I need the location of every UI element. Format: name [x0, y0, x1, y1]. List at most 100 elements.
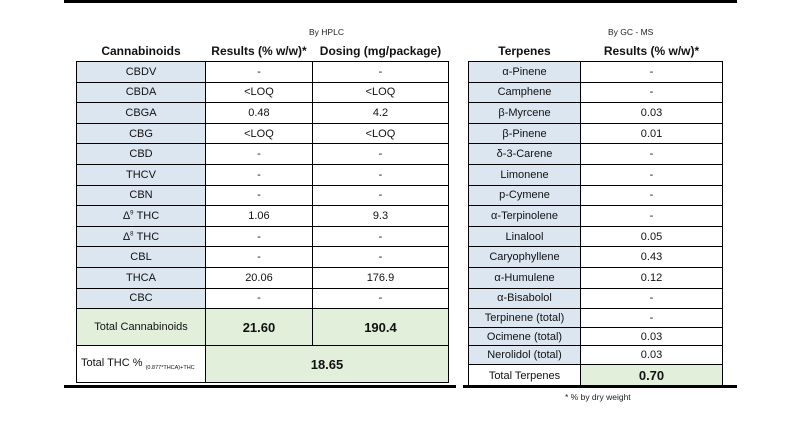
terpene-row: δ-3-Carene - [468, 143, 723, 165]
total-terpenes-row: Total Terpenes 0.70 [468, 363, 723, 388]
terpene-name: β-Pinene [468, 122, 581, 145]
cannabinoid-dose: - [311, 225, 450, 248]
total-terpenes-label: Total Terpenes [468, 363, 581, 388]
cannabinoid-row: CBDA <LOQ <LOQ [76, 81, 450, 104]
terpene-row: α-Pinene - [468, 61, 723, 83]
delta-symbol: Δ [122, 230, 131, 243]
terpene-result: 0.03 [580, 102, 723, 124]
total-thc-label: Total THC % (0.877*THCA)+THC [76, 345, 206, 384]
cannabinoid-result: - [205, 61, 313, 83]
terpene-row: p-Cymene - [468, 184, 723, 207]
terpene-result: 0.01 [580, 122, 723, 145]
cannabinoid-name: CBD [76, 143, 206, 165]
cannabinoids-table: Cannabinoids Results (% w/w)* Dosing (mg… [76, 41, 450, 384]
total-terpenes-result: 0.70 [580, 363, 723, 388]
cannabinoid-result: 20.06 [205, 266, 313, 289]
cannabinoid-dose: - [311, 143, 450, 165]
cannabinoids-body: CBDV - - CBDA <LOQ <LOQ CBGA 0.48 4.2 CBG <LOQ <LOQ… [76, 61, 450, 384]
cannabinoid-row: CBDV - - [76, 61, 450, 83]
terpene-group-row: Terpinene (total) - [468, 308, 723, 328]
cannabinoid-dose: - [311, 61, 450, 83]
cannabinoids-bottom-border [64, 385, 456, 388]
cannabinoid-row: CBC - - [76, 287, 450, 310]
cannabinoid-result: <LOQ [205, 81, 313, 104]
compound-suffix: THC [133, 209, 160, 222]
terpene-row: Linalool 0.05 [468, 225, 723, 248]
total-cannabinoids-row: Total Cannabinoids 21.60 190.4 [76, 308, 450, 347]
cannabinoid-result: 0.48 [205, 102, 313, 124]
terpene-group-row: Nerolidol (total) 0.03 [468, 345, 723, 365]
terpene-row: α-Humulene 0.12 [468, 266, 723, 289]
terpene-row: β-Myrcene 0.03 [468, 102, 723, 124]
cannabinoid-name: CBDV [76, 61, 206, 83]
terpene-group-name: Ocimene (total) [468, 326, 581, 347]
terpene-name: β-Myrcene [468, 102, 581, 124]
cannabinoid-result: - [205, 143, 313, 165]
total-thc-value: 18.65 [205, 345, 449, 384]
terpenes-body: α-Pinene - Camphene - β-Myrcene 0.03 β-Pinene 0… [468, 61, 723, 388]
total-thc-text: Total THC % [81, 357, 146, 370]
cannabinoid-name: THCV [76, 163, 206, 186]
cannabinoid-dose: 9.3 [311, 205, 450, 227]
cannabinoid-name: CBGA [76, 102, 206, 124]
terpene-result: - [580, 61, 723, 83]
terpene-group-result: 0.03 [580, 345, 723, 365]
terpene-name: α-Humulene [468, 266, 581, 289]
terpene-result: - [580, 143, 723, 165]
terpenes-header-row: Terpenes Results (% w/w)* [469, 41, 723, 62]
delta-superscript: 9 [130, 210, 134, 217]
cannabinoid-result: - [205, 225, 313, 248]
cannabinoid-dose: - [311, 246, 450, 268]
terpene-result: 0.12 [580, 266, 723, 289]
terpene-result: - [580, 184, 723, 207]
cannabinoid-name: CBG [76, 122, 206, 145]
cannabinoid-row: CBN - - [76, 184, 450, 207]
terpene-name: Linalool [468, 225, 581, 248]
cannabinoid-dose: - [311, 287, 450, 310]
top-border [64, 0, 737, 3]
terpene-result: 0.43 [580, 246, 723, 268]
cannabinoid-name: CBC [76, 287, 206, 310]
cannabinoid-row: Δ9 THC 1.06 9.3 [76, 205, 450, 227]
terpene-row: β-Pinene 0.01 [468, 122, 723, 145]
terpene-name: δ-3-Carene [468, 143, 581, 165]
header-terp-results: Results (% w/w)* [603, 44, 700, 58]
terpene-row: Camphene - [468, 81, 723, 104]
cannabinoid-row: CBD - - [76, 143, 450, 165]
terpene-name: α-Terpinolene [468, 205, 581, 227]
cannabinoid-name: CBN [76, 184, 206, 207]
cannabinoid-result: - [205, 246, 313, 268]
terpene-group-name: Terpinene (total) [468, 308, 581, 328]
terpene-result: - [580, 81, 723, 104]
cannabinoid-name: CBL [76, 246, 206, 268]
footnote: * % by dry weight [565, 392, 631, 402]
terpene-row: Caryophyllene 0.43 [468, 246, 723, 268]
terpene-result: - [580, 163, 723, 186]
cannabinoid-row: THCV - - [76, 163, 450, 186]
terpene-group-result: 0.03 [580, 326, 723, 347]
cannabinoid-result: - [205, 163, 313, 186]
terpene-group-result: - [580, 308, 723, 328]
terpene-name: Caryophyllene [468, 246, 581, 268]
total-cannabinoids-dose: 190.4 [311, 308, 450, 347]
cannabinoid-result: - [205, 287, 313, 310]
cannabinoid-row: CBG <LOQ <LOQ [76, 122, 450, 145]
terpene-name: Limonene [468, 163, 581, 186]
cannabinoid-name: CBDA [76, 81, 206, 104]
terpenes-bottom-border [463, 385, 737, 388]
total-thc-formula: (0.877*THCA)+THC [145, 365, 195, 372]
terpene-result: 0.05 [580, 225, 723, 248]
terpene-group-name: Nerolidol (total) [468, 345, 581, 365]
terpene-name: Camphene [468, 81, 581, 104]
terpene-result: - [580, 287, 723, 310]
terpene-name: p-Cymene [468, 184, 581, 207]
terpene-row: Limonene - [468, 163, 723, 186]
header-cannabinoids: Cannabinoids [101, 44, 181, 58]
total-cannabinoids-label: Total Cannabinoids [76, 308, 206, 347]
cannabinoid-row: CBGA 0.48 4.2 [76, 102, 450, 124]
terpene-result: - [580, 205, 723, 227]
cannabinoid-row: Δ8 THC - - [76, 225, 450, 248]
header-dosing: Dosing (mg/package) [319, 44, 442, 58]
cannabinoid-result: - [205, 184, 313, 207]
terpene-name: α-Bisabolol [468, 287, 581, 310]
